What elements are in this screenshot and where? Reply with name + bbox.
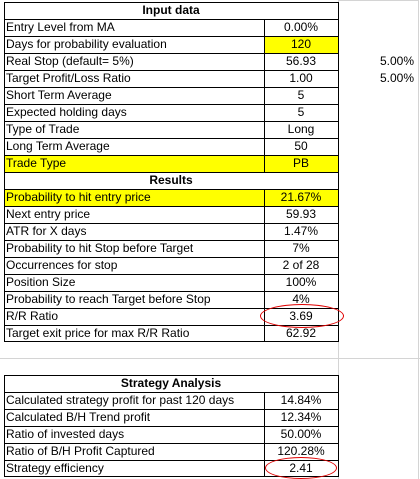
border-line bbox=[4, 87, 339, 88]
gridline bbox=[418, 0, 419, 479]
border-line bbox=[4, 70, 339, 71]
cell-occurrences-stop[interactable]: 2 of 28 bbox=[282, 258, 320, 272]
row-label-prob-stop: Probability to hit Stop before Target bbox=[6, 241, 194, 255]
row-label-expected-holding-days: Expected holding days bbox=[6, 105, 127, 119]
cell-expected-holding-days[interactable]: 5 bbox=[297, 105, 305, 119]
cell-trade-type[interactable]: PB bbox=[264, 155, 338, 172]
row-label-trade-type: Trade Type bbox=[4, 155, 264, 172]
border-line bbox=[4, 53, 339, 54]
cell-target-ratio-pct[interactable]: 5.00% bbox=[379, 71, 414, 85]
row-label-strategy-profit: Calculated strategy profit for past 120 … bbox=[6, 393, 235, 407]
border-line bbox=[4, 291, 339, 292]
input-data-header: Input data bbox=[142, 3, 200, 17]
row-label-invested-days: Ratio of invested days bbox=[6, 427, 125, 441]
row-label-strategy-efficiency: Strategy efficiency bbox=[6, 461, 104, 475]
row-label-real-stop: Real Stop (default= 5%) bbox=[6, 54, 134, 68]
border-line bbox=[4, 2, 339, 3]
strategy-efficiency-highlight-circle bbox=[265, 457, 337, 479]
row-label-entry-level: Entry Level from MA bbox=[6, 20, 115, 34]
cell-strategy-profit[interactable]: 14.84% bbox=[280, 393, 322, 407]
cell-target-exit-price[interactable]: 62.92 bbox=[285, 326, 317, 340]
border-line bbox=[4, 19, 339, 20]
row-label-days-probability: Days for probability evaluation bbox=[6, 37, 167, 51]
cell-long-term-average[interactable]: 50 bbox=[294, 139, 308, 153]
border-line bbox=[4, 325, 339, 326]
border-line bbox=[4, 375, 339, 376]
border-line bbox=[4, 476, 339, 477]
border-line bbox=[4, 274, 339, 275]
border-line bbox=[4, 189, 339, 190]
row-label-occurrences-stop: Occurrences for stop bbox=[6, 258, 118, 272]
border-line bbox=[4, 443, 339, 444]
border-line bbox=[4, 341, 339, 342]
row-label-long-term-average: Long Term Average bbox=[6, 139, 110, 153]
border-line bbox=[4, 138, 339, 139]
row-label-probability-entry: Probability to hit entry price bbox=[4, 189, 264, 206]
cell-next-entry-price[interactable]: 59.93 bbox=[285, 207, 317, 221]
cell-real-stop-pct[interactable]: 5.00% bbox=[379, 54, 414, 68]
cell-real-stop[interactable]: 56.93 bbox=[285, 54, 317, 68]
border-line bbox=[4, 223, 339, 224]
row-label-atr: ATR for X days bbox=[6, 224, 87, 238]
border-line bbox=[264, 392, 265, 477]
border-line bbox=[4, 121, 339, 122]
row-label-short-term-average: Short Term Average bbox=[6, 88, 112, 102]
cell-bh-profit-captured[interactable]: 120.28% bbox=[277, 444, 325, 458]
row-label-type-of-trade: Type of Trade bbox=[6, 122, 80, 136]
border-line bbox=[264, 19, 265, 172]
border-line bbox=[4, 409, 339, 410]
row-label-bh-trend-profit: Calculated B/H Trend profit bbox=[6, 410, 151, 424]
border-line bbox=[264, 189, 265, 342]
border-line bbox=[4, 426, 339, 427]
border-line bbox=[4, 36, 339, 37]
strategy-analysis-header: Strategy Analysis bbox=[120, 376, 222, 390]
border-line bbox=[4, 308, 339, 309]
cell-type-of-trade[interactable]: Long bbox=[287, 122, 315, 136]
gridline bbox=[338, 0, 419, 1]
row-label-target-exit-price: Target exit price for max R/R Ratio bbox=[6, 326, 190, 340]
row-label-position-size: Position Size bbox=[6, 275, 76, 289]
rr-ratio-highlight-circle bbox=[260, 304, 344, 328]
cell-short-term-average[interactable]: 5 bbox=[297, 88, 305, 102]
cell-bh-trend-profit[interactable]: 12.34% bbox=[280, 410, 322, 424]
border-line bbox=[4, 155, 339, 156]
gridline bbox=[0, 358, 420, 359]
border-line bbox=[4, 206, 339, 207]
row-label-bh-profit-captured: Ratio of B/H Profit Captured bbox=[6, 444, 155, 458]
border-line bbox=[4, 392, 339, 393]
cell-target-ratio[interactable]: 1.00 bbox=[289, 71, 313, 85]
row-label-prob-target: Probability to reach Target before Stop bbox=[6, 292, 211, 306]
border-line bbox=[4, 104, 339, 105]
row-label-target-ratio: Target Profit/Loss Ratio bbox=[6, 71, 131, 85]
row-label-next-entry-price: Next entry price bbox=[6, 207, 91, 221]
cell-invested-days[interactable]: 50.00% bbox=[280, 427, 322, 441]
cell-prob-target[interactable]: 4% bbox=[292, 292, 310, 306]
border-line bbox=[4, 460, 339, 461]
cell-days-probability[interactable]: 120 bbox=[264, 36, 338, 53]
cell-entry-level[interactable]: 0.00% bbox=[283, 20, 319, 34]
cell-position-size[interactable]: 100% bbox=[285, 275, 317, 289]
row-label-rr-ratio: R/R Ratio bbox=[6, 309, 59, 323]
cell-atr[interactable]: 1.47% bbox=[283, 224, 319, 238]
cell-prob-stop[interactable]: 7% bbox=[292, 241, 310, 255]
border-line bbox=[4, 257, 339, 258]
results-header: Results bbox=[149, 173, 193, 187]
border-line bbox=[4, 172, 339, 173]
cell-probability-entry[interactable]: 21.67% bbox=[264, 189, 338, 206]
border-line bbox=[4, 240, 339, 241]
